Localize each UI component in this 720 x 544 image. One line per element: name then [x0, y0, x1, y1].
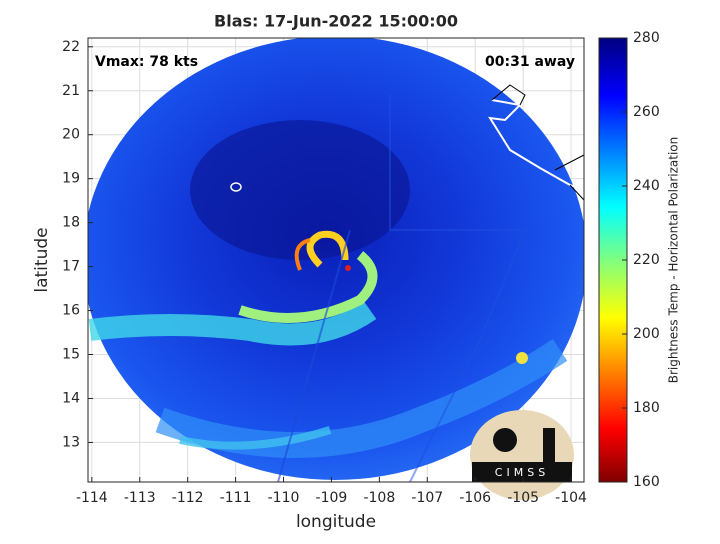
colorbar-tick-label: 180 — [633, 400, 660, 416]
x-tick-label: -105 — [507, 490, 539, 506]
y-tick-label: 16 — [62, 303, 80, 319]
colorbar-tick-label: 280 — [633, 30, 660, 46]
x-axis-label: longitude — [296, 512, 376, 532]
time-annotation: 00:31 away — [485, 54, 575, 70]
x-tick-label: -107 — [411, 490, 443, 506]
axes-frame — [87, 37, 585, 483]
title: Blas: 17-Jun-2022 15:00:00 — [214, 12, 458, 31]
y-tick-label: 19 — [62, 171, 80, 187]
vmax-annotation: Vmax: 78 kts — [95, 54, 198, 70]
x-tick-label: -113 — [124, 490, 156, 506]
y-tick-label: 20 — [62, 127, 80, 143]
y-tick-label: 14 — [62, 390, 80, 406]
colorbar-tick-label: 200 — [633, 326, 660, 342]
x-tick-label: -106 — [459, 490, 491, 506]
y-tick-label: 15 — [62, 347, 80, 363]
x-tick-label: -110 — [268, 490, 300, 506]
x-tick-label: -114 — [76, 490, 108, 506]
logo: CIMSS — [470, 410, 574, 500]
y-axis-label: latitude — [32, 227, 52, 292]
colorbar-tick-label: 260 — [633, 104, 660, 120]
y-tick-label: 21 — [62, 83, 80, 99]
colorbar-tick-label: 240 — [633, 178, 660, 194]
y-tick-label: 22 — [62, 39, 80, 55]
colorbar-tick-label: 160 — [633, 474, 660, 490]
x-tick-label: -112 — [172, 490, 204, 506]
x-tick-label: -104 — [555, 490, 587, 506]
x-tick-label: -108 — [363, 490, 395, 506]
satellite-image — [88, 38, 584, 482]
y-tick-label: 13 — [62, 434, 80, 450]
x-tick-label: -111 — [220, 490, 252, 506]
colorbar-label: Brightness Temp - Horizontal Polarizatio… — [667, 137, 681, 384]
x-tick-label: -109 — [316, 490, 348, 506]
colorbar-tick-label: 220 — [633, 252, 660, 268]
y-tick-label: 18 — [62, 215, 80, 231]
y-tick-label: 17 — [62, 259, 80, 275]
logo-text: CIMSS — [495, 466, 549, 479]
